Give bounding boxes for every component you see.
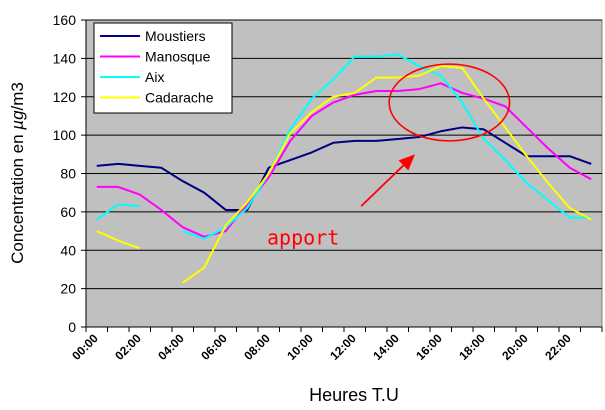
- legend-label-cadarache: Cadarache: [145, 90, 214, 106]
- legend-label-moustiers: Moustiers: [145, 28, 206, 44]
- y-axis-title-part-1: Concentration en: [8, 130, 27, 264]
- x-tick-label: 08:00: [241, 331, 273, 363]
- arrow-head: [398, 154, 415, 171]
- arrow-shaft: [360, 164, 405, 207]
- x-tick-label: 14:00: [370, 331, 402, 363]
- series-lines: [96, 53, 592, 284]
- legend: Moustiers Manosque Aix Cadarache: [93, 22, 233, 114]
- highlight-ellipse: [388, 63, 511, 142]
- y-axis-title-unit-mu: µg: [8, 110, 27, 131]
- annotation-label: apport: [267, 225, 339, 249]
- x-tick-label: 04:00: [155, 331, 187, 363]
- legend-label-manosque: Manosque: [145, 49, 211, 65]
- series-line-moustiers: [96, 126, 592, 211]
- series-line-aix: [182, 53, 592, 240]
- axes: [85, 20, 603, 332]
- x-tick-label: 02:00: [112, 331, 144, 363]
- x-tick-label: 16:00: [413, 331, 445, 363]
- x-tick-labels: 00:00 02:00 04:00 06:00 08:00 10:00 12:00 14:00…: [69, 331, 574, 363]
- x-tick-label: 00:00: [69, 331, 101, 363]
- y-tick-label: 80: [60, 166, 76, 182]
- y-tick-label: 40: [60, 242, 76, 258]
- y-tick-label: 140: [53, 50, 77, 66]
- x-tick-label: 18:00: [456, 331, 488, 363]
- x-tick-label: 22:00: [542, 331, 574, 363]
- x-tick-label: 20:00: [499, 331, 531, 363]
- y-tick-label: 60: [60, 204, 76, 220]
- y-axis-title-part-3: /m3: [8, 82, 27, 110]
- legend-label-aix: Aix: [145, 69, 164, 85]
- series-line-aix: [96, 203, 140, 221]
- x-axis-title: Heures T.U: [309, 385, 399, 405]
- y-tick-label: 100: [53, 127, 77, 143]
- y-tick-label: 120: [53, 89, 77, 105]
- y-axis-title: Concentration en µg/m3: [8, 82, 27, 264]
- y-tick-labels: 0 20 40 60 80 100 120 140 160: [53, 12, 77, 335]
- y-tick-label: 160: [53, 12, 77, 28]
- series-line-cadarache: [96, 230, 141, 250]
- annotations: apport: [267, 63, 511, 249]
- x-tick-label: 10:00: [284, 331, 316, 363]
- y-tick-label: 20: [60, 281, 76, 297]
- x-tick-label: 12:00: [327, 331, 359, 363]
- series-line-cadarache: [182, 65, 592, 284]
- x-tick-label: 06:00: [198, 331, 230, 363]
- y-tick-label: 0: [68, 319, 76, 335]
